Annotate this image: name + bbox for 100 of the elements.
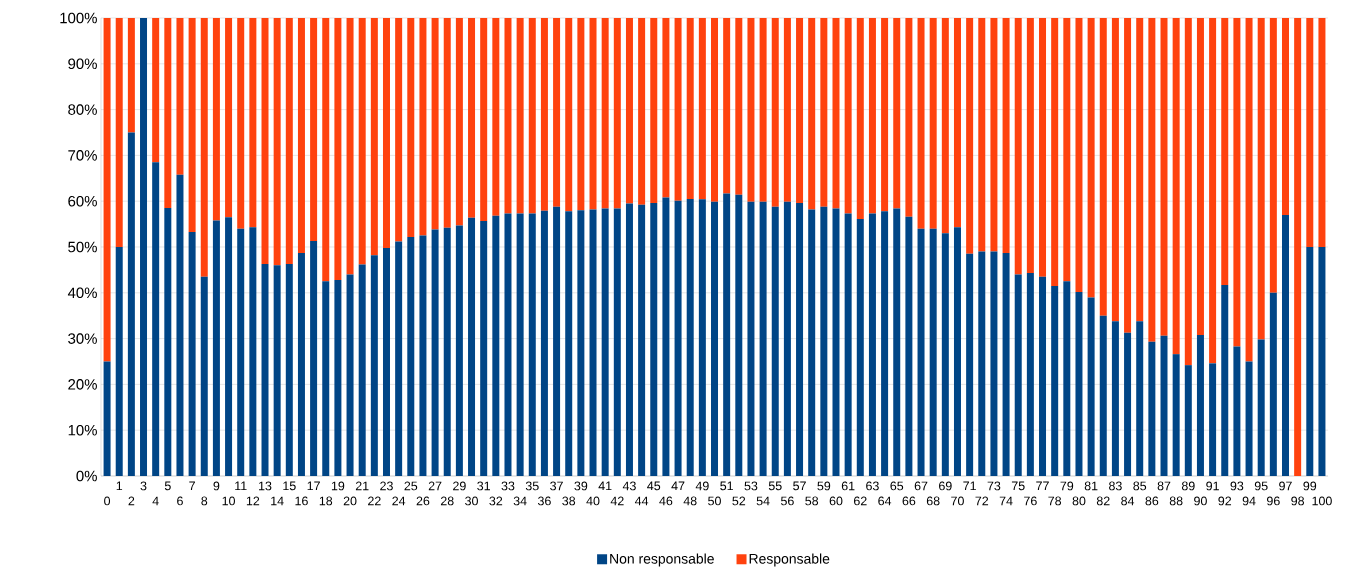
bar xyxy=(1257,18,1265,340)
bar xyxy=(1039,18,1047,277)
bar xyxy=(249,227,257,476)
x-tick-label: 65 xyxy=(890,481,904,491)
bar xyxy=(540,210,548,476)
bar xyxy=(1318,247,1326,476)
x-tick-label: 1 xyxy=(116,481,123,491)
bar xyxy=(1075,18,1083,292)
bar xyxy=(1160,18,1168,336)
bar xyxy=(625,203,633,476)
bar xyxy=(820,18,828,207)
bar xyxy=(1172,18,1180,355)
x-tick-label: 14 xyxy=(271,496,284,506)
bar xyxy=(164,208,172,476)
x-tick-label: 2 xyxy=(128,496,135,506)
bar xyxy=(310,18,318,242)
x-tick-label: 13 xyxy=(259,481,272,491)
bar xyxy=(601,18,609,209)
bar xyxy=(334,279,342,476)
bar xyxy=(929,228,937,476)
bar xyxy=(200,276,208,476)
bar xyxy=(1111,18,1119,322)
bar xyxy=(953,227,961,476)
bar xyxy=(723,18,731,194)
bar xyxy=(285,18,293,264)
bar xyxy=(577,18,585,211)
y-tick-label: 80% xyxy=(68,104,97,115)
bar xyxy=(990,251,998,476)
bar xyxy=(759,18,767,202)
bar xyxy=(978,251,986,476)
bar xyxy=(917,228,925,476)
bar xyxy=(796,203,804,476)
bar xyxy=(1184,18,1192,366)
bar xyxy=(188,18,196,232)
bar xyxy=(1257,339,1265,476)
x-tick-label: 71 xyxy=(963,481,976,491)
bar xyxy=(1087,18,1095,298)
x-tick-label: 23 xyxy=(380,481,393,491)
x-tick-label: 11 xyxy=(235,481,247,491)
bar xyxy=(589,209,597,476)
bar xyxy=(1282,18,1289,215)
bar xyxy=(650,203,658,476)
x-tick-label: 47 xyxy=(671,481,685,491)
x-tick-label: 86 xyxy=(1145,496,1159,506)
bar xyxy=(504,18,512,214)
bar xyxy=(455,18,463,226)
bar xyxy=(868,18,876,214)
bar xyxy=(698,199,706,476)
bar xyxy=(188,231,196,476)
bar xyxy=(395,241,403,476)
bar xyxy=(115,247,123,476)
x-tick-label: 20 xyxy=(343,496,357,506)
bar xyxy=(783,201,791,476)
bar xyxy=(856,219,864,476)
bar xyxy=(346,274,354,476)
bar xyxy=(1196,334,1204,476)
bar xyxy=(650,18,658,204)
x-tick-label: 80 xyxy=(1072,496,1086,506)
bar xyxy=(674,18,682,201)
bar xyxy=(808,18,816,210)
x-tick-label: 60 xyxy=(829,496,843,506)
bar xyxy=(638,204,646,476)
bar xyxy=(1075,291,1083,476)
bar xyxy=(419,235,427,476)
x-tick-label: 40 xyxy=(586,496,600,506)
x-tick-label: 25 xyxy=(404,481,418,491)
bar xyxy=(747,201,755,476)
bar xyxy=(1318,18,1326,247)
bar xyxy=(176,174,184,476)
x-tick-label: 95 xyxy=(1254,481,1268,491)
legend-label: Non responsable xyxy=(610,553,714,567)
x-tick-label: 73 xyxy=(987,481,1001,491)
x-tick-label: 30 xyxy=(465,496,478,506)
x-tick-label: 21 xyxy=(355,481,369,491)
x-tick-label: 9 xyxy=(213,481,220,491)
bar xyxy=(540,18,548,211)
x-tick-label: 57 xyxy=(793,481,806,491)
bar xyxy=(273,18,281,266)
bar xyxy=(796,18,804,204)
bar xyxy=(1209,363,1217,476)
x-tick-label: 83 xyxy=(1109,481,1122,491)
bar xyxy=(711,18,719,202)
x-tick-label: 97 xyxy=(1279,481,1292,491)
bar xyxy=(212,18,220,221)
x-tick-label: 77 xyxy=(1036,481,1049,491)
bar xyxy=(1233,346,1241,476)
bar xyxy=(1282,214,1289,476)
bar xyxy=(1209,18,1217,364)
bar xyxy=(1306,247,1314,476)
x-tick-label: 15 xyxy=(283,481,296,491)
x-tick-label: 49 xyxy=(695,481,709,491)
bar xyxy=(844,18,852,214)
bar xyxy=(468,18,476,218)
x-tick-label: 6 xyxy=(177,496,183,506)
x-tick-label: 10 xyxy=(222,496,235,506)
bar xyxy=(382,18,390,248)
y-tick-label: 70% xyxy=(68,150,97,161)
bar xyxy=(1039,276,1047,476)
bar xyxy=(127,18,135,133)
bar xyxy=(455,225,463,476)
